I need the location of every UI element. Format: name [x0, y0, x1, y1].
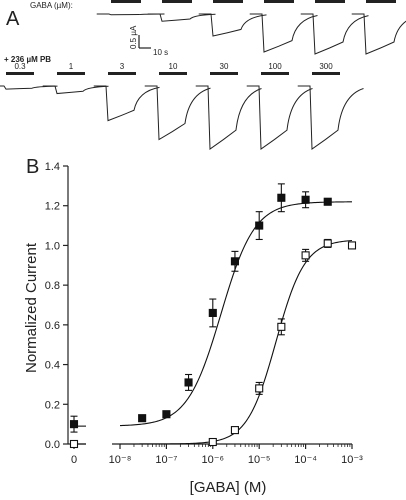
scale-bar: 0.5 µA 10 s	[129, 25, 168, 57]
fit-curve-1	[119, 201, 353, 427]
filled-square-point	[301, 195, 310, 204]
y-tick-label: 1.0	[45, 240, 60, 252]
gaba-application-bar	[261, 72, 289, 75]
pb-current-trace	[144, 85, 211, 141]
x-tick-label: 10⁻⁷	[155, 454, 177, 466]
dose-label: 0.3	[14, 62, 26, 71]
x-tick-label: 10⁻³	[341, 454, 363, 466]
y-tick-label: 0.6	[45, 320, 60, 332]
scale-time-label: 10 s	[153, 48, 168, 57]
pb-current-trace	[93, 85, 160, 122]
gaba-application-bar	[108, 72, 136, 75]
gaba-application-bar	[159, 72, 187, 75]
y-tick-label: 0.0	[45, 439, 60, 451]
open-square-point	[208, 437, 217, 447]
trace-row-pb: 0.3 1 3 10 30 100 300	[0, 62, 364, 150]
filled-square-point	[323, 197, 332, 206]
open-square-point	[277, 322, 286, 331]
filled-square-point	[255, 221, 264, 230]
open-square-point	[347, 241, 357, 250]
filled-square-point	[277, 193, 286, 202]
panel-b-letter: B	[26, 156, 39, 178]
open-square-point	[230, 426, 239, 435]
y-tick-label: 1.4	[45, 161, 60, 173]
gaba-application-bar	[312, 72, 340, 75]
gaba-current-trace	[351, 13, 406, 55]
filled-square-point	[208, 308, 217, 317]
y-tick-label: 0.2	[45, 399, 60, 411]
panel-a-letter: A	[6, 8, 20, 30]
open-square-point	[255, 384, 264, 393]
y-tick-label: 1.2	[45, 201, 60, 213]
gaba-application-bar	[210, 72, 238, 75]
x-axis-title: [GABA] (M)	[190, 479, 267, 496]
gaba-application-bar	[366, 0, 396, 3]
filled-square-point	[230, 257, 239, 266]
gaba-application-bar	[111, 0, 141, 3]
x-tick-label: 10⁻⁶	[202, 454, 225, 466]
gaba-current-trace	[198, 13, 267, 37]
dose-label: 100	[268, 62, 282, 71]
gaba-application-bar	[213, 0, 243, 3]
scale-current-label: 0.5 µA	[129, 25, 138, 49]
pb-current-trace	[297, 85, 364, 150]
gaba-application-bar	[264, 0, 294, 3]
panel-b: B 0.0 0.2 0.4 0.6 0.8 1.0 1.2 1.4 0 10⁻⁸ 10⁻⁷ 10⁻⁶ 1…	[23, 156, 363, 496]
trace-row-gaba: 310301003001000	[96, 0, 406, 55]
x-tick-label: 10⁻⁸	[109, 454, 132, 466]
x-tick-label-zero: 0	[71, 454, 77, 466]
filled-square-point	[69, 420, 79, 429]
dose-label: 3	[120, 62, 125, 71]
filled-square-point	[138, 414, 147, 423]
pb-current-trace	[195, 85, 262, 150]
panel-a: A GABA (µM): + 236 µM PB 310301003001000…	[0, 0, 406, 150]
dose-label: 10	[169, 62, 178, 71]
gaba-application-bar	[315, 0, 345, 3]
axes: 0.0 0.2 0.4 0.6 0.8 1.0 1.2 1.4 0 10⁻⁸ 10⁻⁷ 10⁻⁶ 10⁻…	[45, 161, 363, 466]
fit-curves	[76, 201, 353, 445]
open-square-point	[301, 251, 310, 260]
pb-current-trace	[42, 85, 109, 95]
filled-square-point	[184, 378, 193, 387]
y-axis-title: Normalized Current	[23, 242, 40, 373]
x-tick-label: 10⁻⁵	[248, 454, 271, 466]
gaba-application-bar	[162, 0, 192, 3]
gaba-current-trace	[249, 13, 318, 53]
gaba-application-bar	[6, 72, 34, 75]
x-tick-label: 10⁻⁴	[294, 454, 317, 466]
gaba-current-trace	[300, 13, 369, 55]
dose-label: 30	[220, 62, 229, 71]
gaba-current-trace	[147, 13, 216, 22]
row1-label: GABA (µM):	[30, 1, 73, 10]
gaba-application-bar	[57, 72, 85, 75]
open-square-point	[323, 239, 332, 248]
pb-current-trace	[246, 85, 313, 150]
row2-label: + 236 µM PB	[4, 55, 51, 64]
filled-square-point	[162, 410, 171, 419]
dose-label: 300	[319, 62, 333, 71]
open-square-point	[69, 439, 79, 449]
y-tick-label: 0.4	[45, 360, 60, 372]
y-tick-label: 0.8	[45, 280, 60, 292]
dose-label: 1	[69, 62, 74, 71]
data-points	[69, 183, 357, 449]
